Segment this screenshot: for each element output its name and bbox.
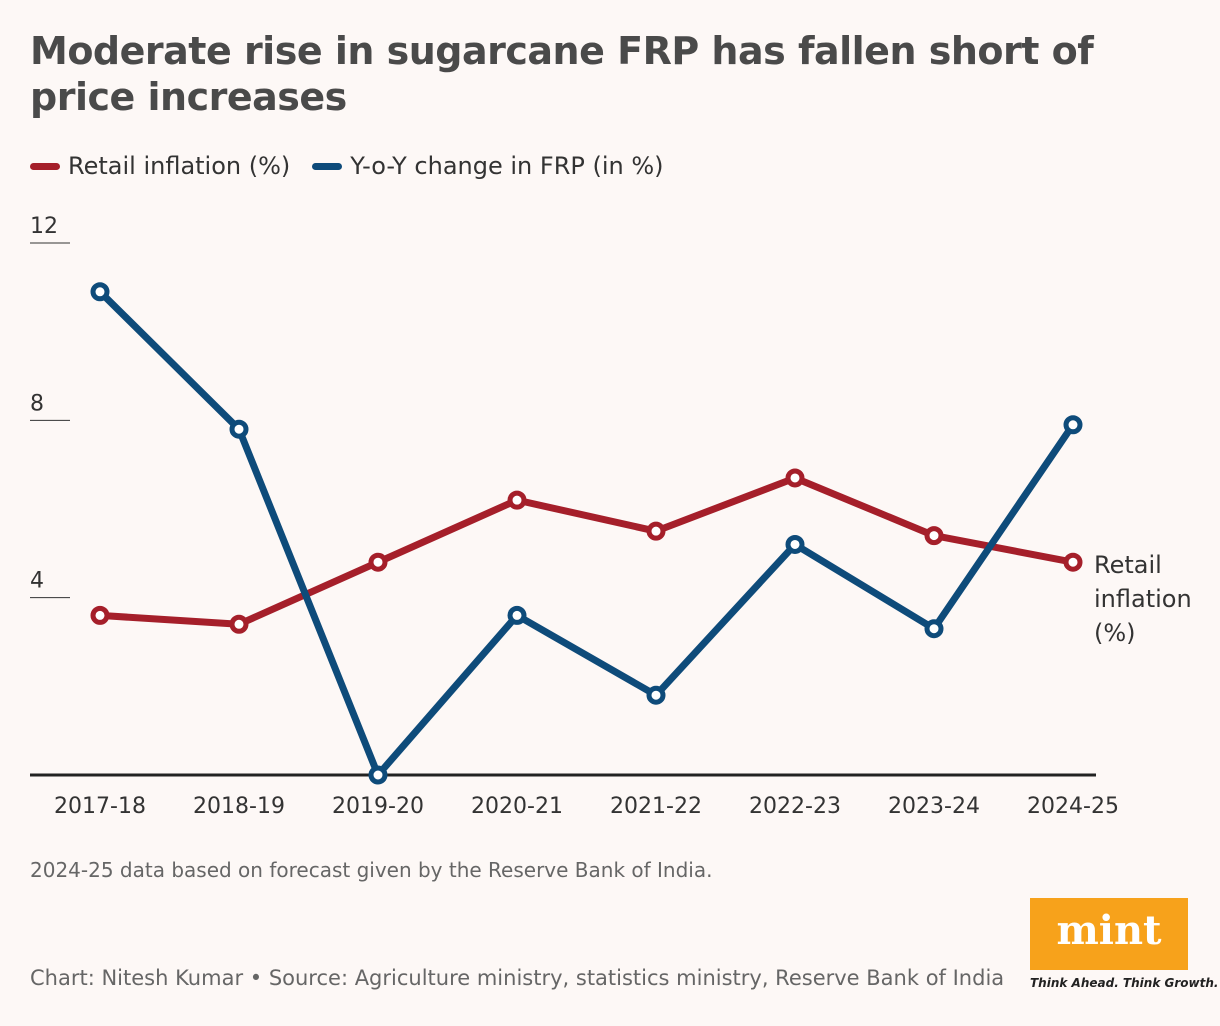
legend-label: Retail inflation (%) [68,152,291,180]
x-tick-label: 2021-22 [610,794,702,819]
point [507,605,527,625]
y-tick-label: 12 [30,214,58,239]
note: 2024-25 data based on forecast given by … [30,858,713,882]
point [1063,415,1083,435]
point [368,765,388,785]
point [646,521,666,541]
legend: Retail inflation (%) Y-o-Y change in FRP … [30,152,664,180]
point [646,685,666,705]
x-tick-label: 2023-24 [888,794,980,819]
point [785,468,805,488]
x-tick-label: 2024-25 [1027,794,1119,819]
point [90,282,110,302]
legend-swatch [312,162,343,170]
point [924,619,944,639]
point [785,534,805,554]
point [1063,552,1083,572]
y-tick-label: 8 [30,391,44,416]
x-tick-label: 2019-20 [332,794,424,819]
chart-title: Moderate rise in sugarcane FRP has falle… [30,29,1094,119]
point [368,552,388,572]
series-line [99,474,1074,628]
legend-swatch [30,162,60,170]
x-tick-label: 2018-19 [193,794,285,819]
annotation: Retail inflation (%) [1094,551,1192,647]
point [924,526,944,546]
series-line [97,289,1076,779]
point [229,614,249,634]
logo: mint [1030,898,1188,970]
legend-item: Retail inflation (%) [30,152,290,180]
point [229,419,249,439]
y-tick-label: 4 [30,569,44,594]
x-tick-label: 2020-21 [471,794,563,819]
x-tick-label: 2017-18 [54,794,146,819]
legend-label: Y-o-Y change in FRP (in %) [350,152,664,180]
legend-item: Y-o-Y change in FRP (in %) [312,152,664,180]
source: Chart: Nitesh Kumar • Source: Agricultur… [30,966,1005,990]
point [507,490,527,510]
x-tick-label: 2022-23 [749,794,841,819]
point [90,605,110,625]
logo-tagline: Think Ahead. Think Growth. [1030,976,1219,990]
